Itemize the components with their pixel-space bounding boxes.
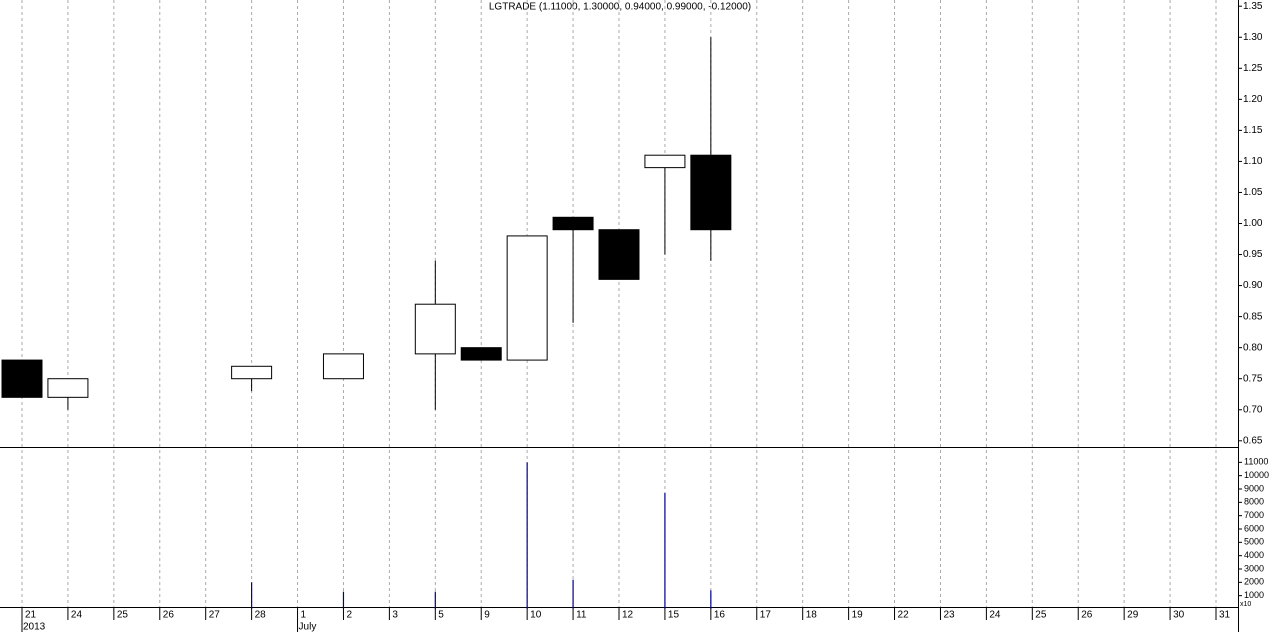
y-tick-label: 1.10 — [1243, 156, 1263, 167]
y-tick-label: 0.90 — [1243, 280, 1263, 291]
candle-body — [47, 378, 89, 398]
x-tick-label: 5 — [438, 610, 444, 621]
x-tick-label: 23 — [943, 610, 955, 621]
x-tick-label: 2 — [346, 610, 352, 621]
x-tick-label: 29 — [1127, 610, 1139, 621]
y-tick-label: 0.75 — [1243, 373, 1263, 384]
x-tick-label: 18 — [806, 610, 818, 621]
x-tick-label: 15 — [668, 610, 680, 621]
x-tick-label: 27 — [209, 610, 221, 621]
x-tick-label: 24 — [71, 610, 83, 621]
x-tick-label: 25 — [1035, 610, 1047, 621]
period-label: July — [299, 622, 317, 632]
y-tick-label: 1.30 — [1243, 32, 1263, 43]
y2-tick-label: 4000 — [1244, 550, 1264, 560]
y2-tick-label: 6000 — [1244, 523, 1264, 533]
y-tick-label: 0.70 — [1243, 404, 1263, 415]
y2-tick-label: 5000 — [1244, 537, 1264, 547]
y-tick-label: 1.35 — [1243, 1, 1263, 12]
y2-tick-label: 11000 — [1244, 457, 1268, 467]
candle-body — [690, 154, 732, 231]
candle-body — [414, 303, 456, 355]
x-tick-label: 3 — [392, 610, 398, 621]
x-tick-label: 12 — [622, 610, 634, 621]
y2-tick-label: 8000 — [1244, 497, 1264, 507]
x-tick-label: 25 — [117, 610, 129, 621]
y-tick-label: 1.25 — [1243, 63, 1263, 74]
y-tick-label: 0.80 — [1243, 342, 1263, 353]
y-tick-label: 0.85 — [1243, 311, 1263, 322]
candle-body — [460, 347, 502, 361]
chart-title: LGTRADE (1.11000, 1.30000, 0.94000, 0.99… — [489, 2, 751, 13]
x-tick-label: 21 — [25, 610, 37, 621]
x-tick-label: 17 — [760, 610, 772, 621]
y2-tick-label: 7000 — [1244, 510, 1264, 520]
y-tick-label: 1.15 — [1243, 125, 1263, 136]
y-tick-label: 1.20 — [1243, 94, 1263, 105]
x-tick-label: 16 — [714, 610, 726, 621]
y-tick-label: 1.00 — [1243, 218, 1263, 229]
y2-tick-label: 1000 — [1244, 590, 1264, 600]
candle-body — [231, 365, 273, 380]
x-tick-label: 28 — [255, 610, 267, 621]
x-tick-label: 31 — [1219, 610, 1231, 621]
candle-body — [322, 353, 364, 380]
y-tick-label: 0.65 — [1243, 435, 1263, 446]
x-tick-label: 11 — [576, 610, 587, 621]
x-tick-label: 1 — [301, 610, 307, 621]
period-label: 2013 — [23, 622, 46, 632]
y2-tick-label: 9000 — [1244, 483, 1264, 493]
candle-body — [644, 154, 686, 169]
x-tick-label: 19 — [852, 610, 864, 621]
candle-body — [506, 235, 548, 361]
x-tick-label: 26 — [163, 610, 175, 621]
y-tick-label: 1.05 — [1243, 187, 1263, 198]
x-tick-label: 24 — [989, 610, 1001, 621]
x-tick-label: 30 — [1173, 610, 1185, 621]
y2-tick-label: 3000 — [1244, 563, 1264, 573]
candle-body — [552, 216, 594, 231]
y2-tick-label: 10000 — [1244, 470, 1269, 480]
y2-tick-label: 2000 — [1244, 577, 1264, 587]
candle-body — [1, 359, 43, 398]
x-tick-label: 10 — [530, 610, 542, 621]
x-tick-label: 26 — [1081, 610, 1093, 621]
x-tick-label: 9 — [484, 610, 490, 621]
volume-unit: x10 — [1240, 601, 1251, 608]
x-tick-label: 22 — [898, 610, 910, 621]
y-tick-label: 0.95 — [1243, 249, 1263, 260]
candle-body — [598, 229, 640, 280]
